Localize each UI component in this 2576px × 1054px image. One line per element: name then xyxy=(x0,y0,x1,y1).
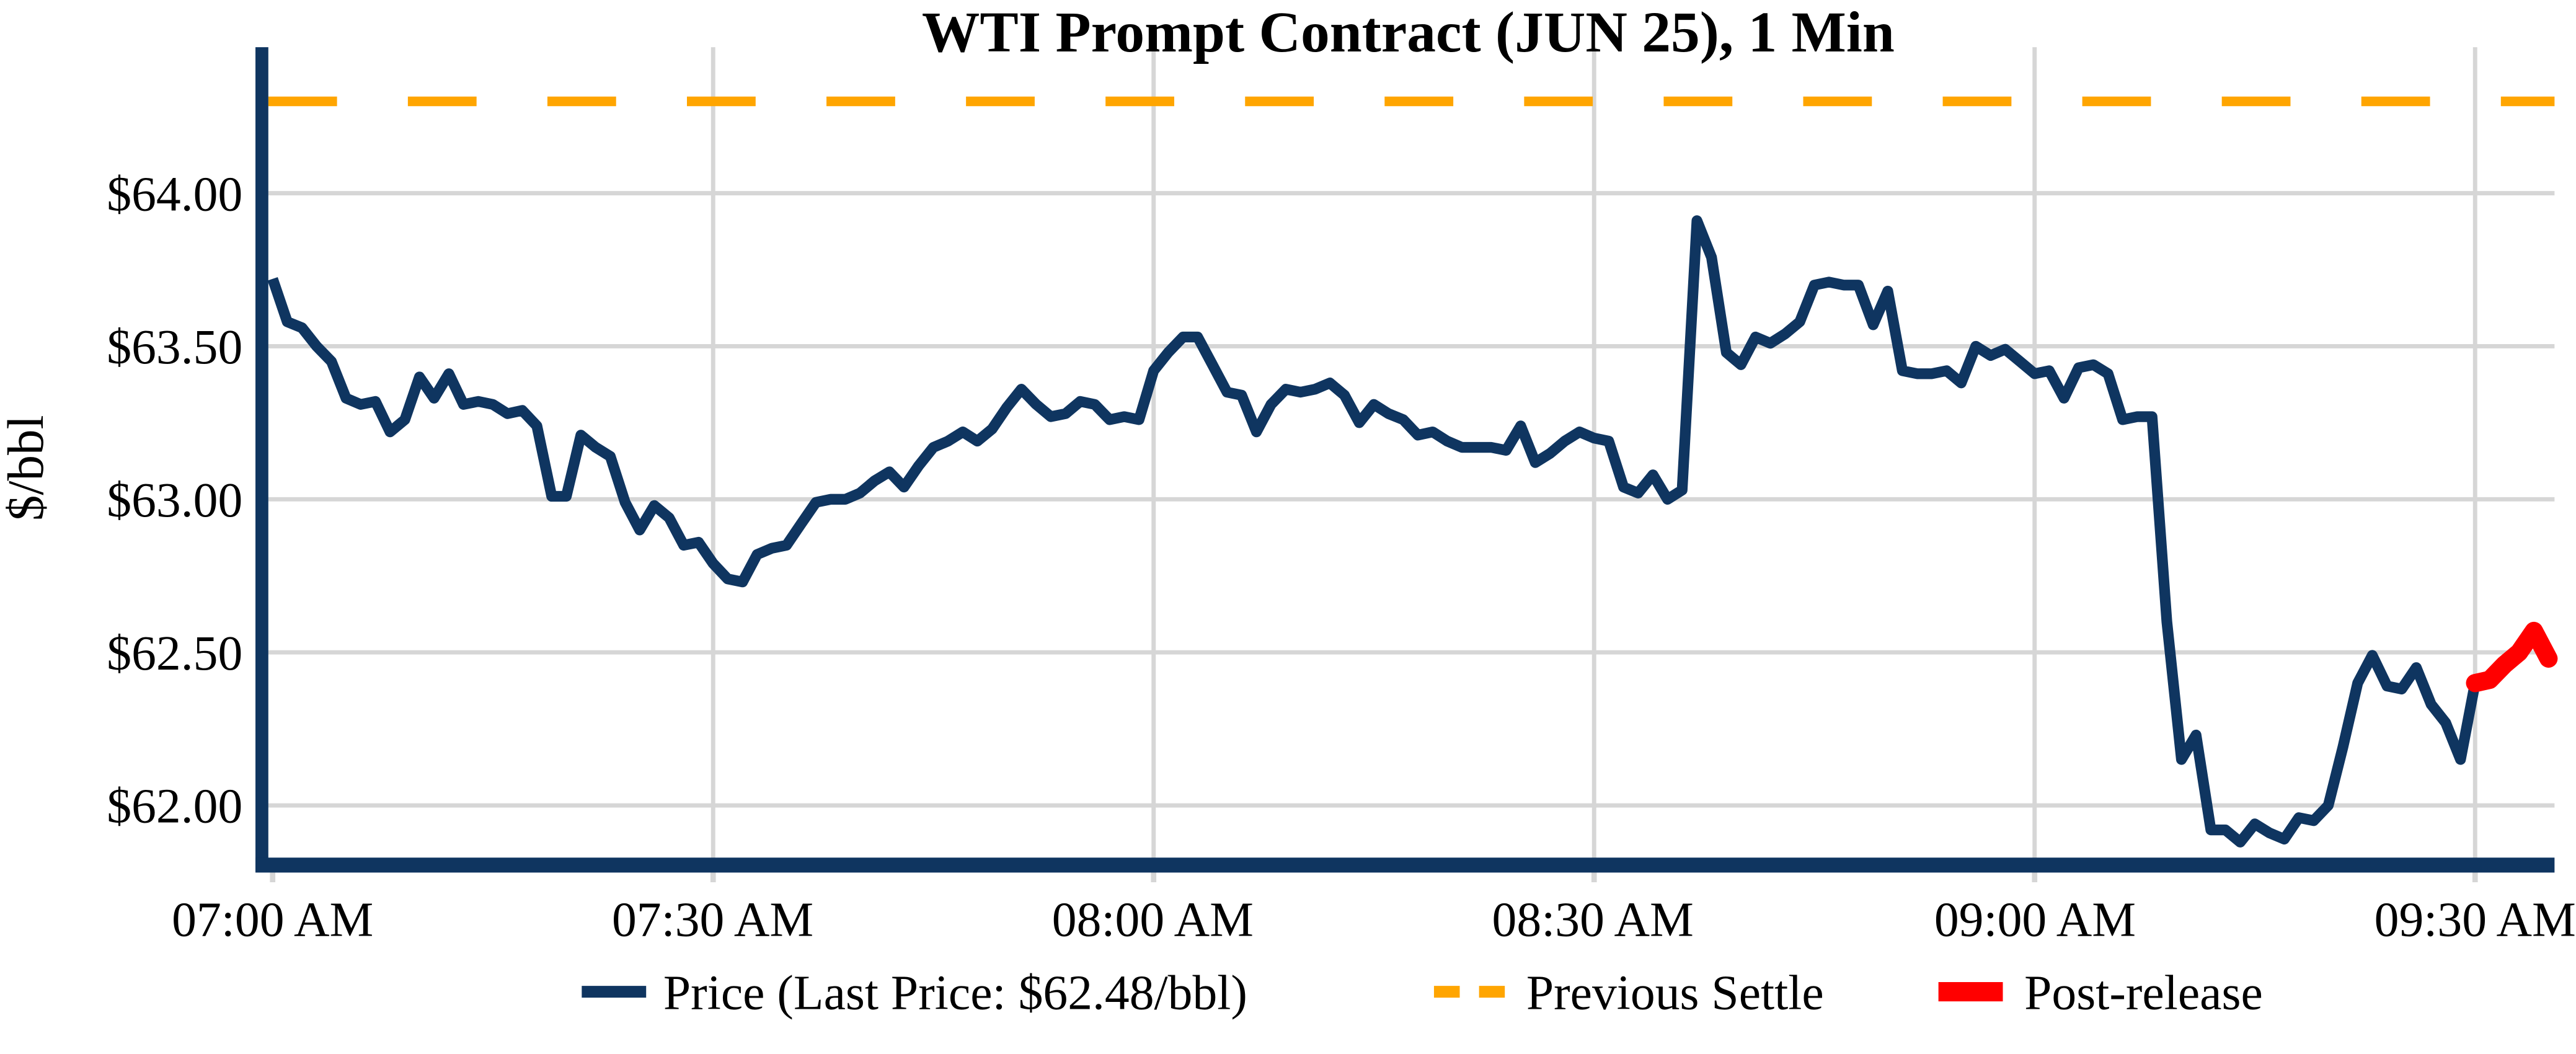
x-tick-0830: 08:30 AM xyxy=(1492,893,1694,947)
x-tick-0800: 08:00 AM xyxy=(1052,893,1254,947)
y-tick-62.00: $62.00 xyxy=(107,779,242,834)
legend-previous-settle-label: Previous Settle xyxy=(1526,965,1824,1020)
axes-spines xyxy=(255,47,2555,873)
y-axis-label: $/bbl xyxy=(0,415,54,521)
x-tick-0900: 09:00 AM xyxy=(1934,893,2136,947)
x-tick-0930: 09:30 AM xyxy=(2375,893,2576,947)
y-tick-64.00: $64.00 xyxy=(107,167,242,221)
legend-price-label: Price (Last Price: $62.48/bbl) xyxy=(663,965,1247,1020)
post-release-line xyxy=(2466,621,2558,693)
x-tick-0700: 07:00 AM xyxy=(172,893,373,947)
y-tick-62.50: $62.50 xyxy=(107,626,242,681)
gridlines xyxy=(268,47,2555,883)
series-lines xyxy=(267,96,2558,848)
legend: Price (Last Price: $62.48/bbl) Previous … xyxy=(582,965,2263,1020)
legend-post-release-label: Post-release xyxy=(2024,965,2263,1020)
y-tick-63.00: $63.00 xyxy=(107,473,242,528)
chart-title: WTI Prompt Contract (JUN 25), 1 Min xyxy=(922,1,1895,64)
price-line xyxy=(267,215,2481,848)
x-tick-0730: 07:30 AM xyxy=(612,893,813,947)
y-tick-63.50: $63.50 xyxy=(107,320,242,374)
